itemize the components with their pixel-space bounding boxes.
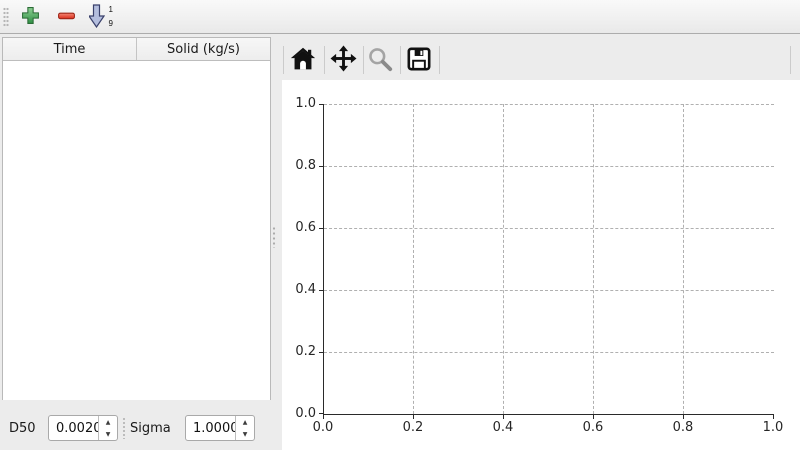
toolbar-separator: [790, 46, 791, 74]
remove-row-button[interactable]: [52, 3, 80, 31]
plot-canvas[interactable]: [319, 104, 774, 419]
gridline-v: [683, 104, 684, 414]
plot-home-button[interactable]: [289, 46, 317, 74]
sigma-input[interactable]: [186, 416, 235, 440]
toolbar-separator: [283, 46, 284, 74]
y-tick: [319, 290, 323, 291]
gridline-v: [593, 104, 594, 414]
gridline-h: [324, 104, 774, 105]
sort-button[interactable]: 1 9: [86, 3, 114, 31]
sort-ascending-icon: [87, 3, 111, 31]
x-axis-tick-label: 0.6: [582, 420, 604, 435]
column-header-time[interactable]: Time: [3, 38, 137, 60]
plot-save-button[interactable]: [405, 46, 433, 74]
toolbar-separator: [324, 46, 325, 74]
gridline-h: [324, 290, 774, 291]
d50-label: D50: [9, 421, 36, 436]
x-tick: [503, 415, 504, 419]
gridline-v: [503, 104, 504, 414]
gridline-h: [324, 228, 774, 229]
x-axis-tick-label: 0.2: [402, 420, 424, 435]
save-icon: [406, 46, 432, 75]
y-tick: [319, 352, 323, 353]
x-axis-tick-label: 1.0: [762, 420, 784, 435]
add-icon: [21, 6, 40, 28]
x-tick: [323, 415, 324, 419]
toolbar-drag-handle[interactable]: [3, 7, 9, 27]
sort-badge-bottom: 9: [108, 19, 113, 28]
y-tick: [319, 104, 323, 105]
toolbar-separator: [400, 46, 401, 74]
toolbar-separator: [439, 46, 440, 74]
sigma-label: Sigma: [130, 421, 171, 436]
plot-pan-button[interactable]: [329, 45, 357, 75]
column-header-solid[interactable]: Solid (kg/s): [167, 41, 240, 57]
x-axis-tick-label: 0.0: [312, 420, 334, 435]
x-tick: [413, 415, 414, 419]
gridline-v: [413, 104, 414, 414]
panel-splitter-handle[interactable]: [272, 226, 277, 248]
sigma-decrement-button[interactable]: ▼: [242, 430, 248, 438]
x-axis-tick-label: 0.8: [672, 420, 694, 435]
table-body[interactable]: [3, 61, 270, 400]
y-tick: [319, 413, 323, 414]
x-tick: [683, 415, 684, 419]
sigma-increment-button[interactable]: ▲: [242, 418, 248, 426]
plot-figure: 1.0 0.8 0.6 0.4 0.2 0.0 0.0 0.2 0.4 0.6 …: [282, 80, 800, 450]
y-axis-tick-label: 0.4: [295, 282, 316, 297]
y-axis-tick-label: 0.8: [295, 158, 316, 173]
sigma-spinbox: ▲ ▼: [185, 415, 255, 441]
d50-spinbox: ▲ ▼: [48, 415, 118, 441]
gridline-h: [324, 166, 774, 167]
y-tick: [319, 228, 323, 229]
sort-badge-top: 1: [108, 5, 113, 14]
y-axis-tick-label: 0.2: [295, 344, 316, 359]
y-axis-tick-label: 0.0: [295, 406, 316, 421]
y-axis-tick-label: 0.6: [295, 220, 316, 235]
pan-icon: [330, 45, 357, 75]
y-axis-tick-label: 1.0: [295, 96, 316, 111]
plot-zoom-button[interactable]: [366, 46, 394, 74]
y-tick: [319, 166, 323, 167]
home-icon: [290, 46, 316, 75]
param-separator: [122, 417, 126, 439]
x-tick: [593, 415, 594, 419]
table-header-row: Time Solid (kg/s): [3, 38, 270, 61]
zoom-icon: [367, 46, 393, 75]
toolbar-separator: [363, 46, 364, 74]
d50-input[interactable]: [49, 416, 98, 440]
time-solid-table: Time Solid (kg/s): [2, 37, 271, 400]
sigma-spin-buttons: ▲ ▼: [235, 416, 254, 440]
add-row-button[interactable]: [16, 3, 44, 31]
main-toolbar: 1 9: [0, 0, 800, 34]
x-tick: [773, 415, 774, 419]
d50-increment-button[interactable]: ▲: [105, 418, 111, 426]
d50-decrement-button[interactable]: ▼: [105, 430, 111, 438]
x-axis-tick-label: 0.4: [492, 420, 514, 435]
gridline-h: [324, 352, 774, 353]
minus-icon: [57, 6, 76, 28]
d50-spin-buttons: ▲ ▼: [98, 416, 117, 440]
